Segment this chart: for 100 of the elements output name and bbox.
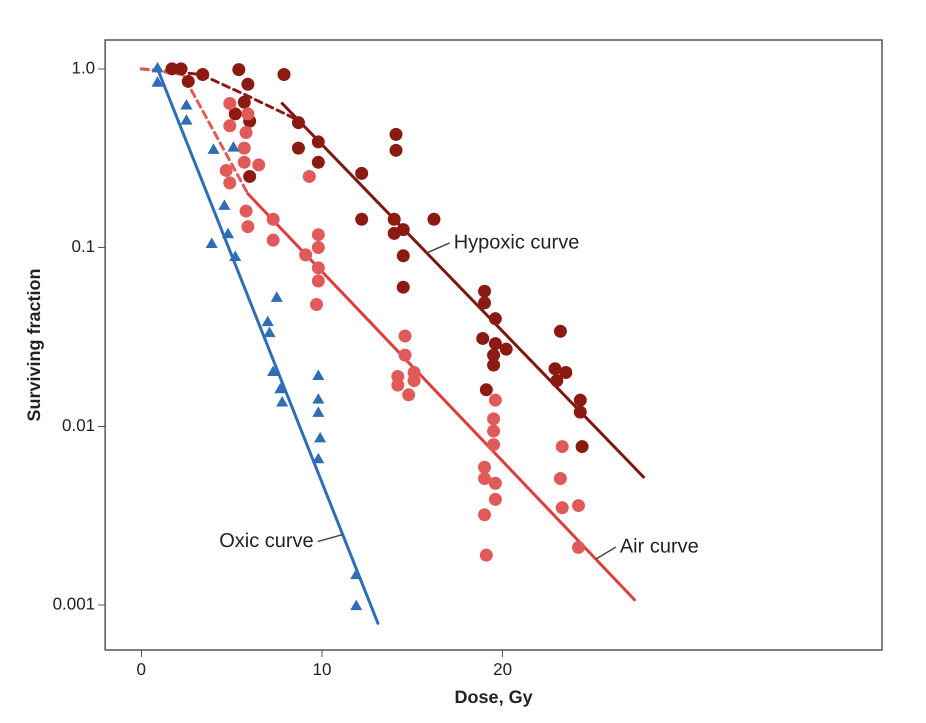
point — [559, 366, 572, 379]
point — [556, 440, 569, 454]
point — [241, 78, 254, 91]
point — [388, 212, 401, 226]
point — [314, 432, 326, 442]
point — [312, 228, 325, 242]
point — [350, 600, 362, 610]
point — [312, 406, 324, 417]
point — [152, 76, 164, 87]
point — [487, 358, 500, 372]
point — [302, 170, 316, 183]
point — [312, 261, 325, 274]
point — [402, 388, 416, 402]
y-tick-label: 0.01 — [62, 416, 96, 435]
point — [478, 472, 492, 486]
point — [238, 156, 251, 169]
x-tick-label: 0 — [136, 660, 146, 679]
point — [312, 135, 325, 148]
point — [355, 212, 368, 226]
series-label: Oxic curve — [219, 530, 314, 552]
point — [182, 74, 195, 88]
point — [312, 241, 325, 254]
point — [312, 453, 324, 464]
point — [488, 476, 502, 490]
y-tick-label: 0.1 — [72, 237, 96, 256]
y-axis-title: Surviving fraction — [24, 268, 44, 422]
point — [223, 119, 236, 132]
point — [478, 508, 492, 522]
point — [396, 249, 410, 262]
point — [312, 156, 325, 169]
point — [572, 540, 585, 554]
point — [228, 142, 240, 152]
point — [271, 292, 282, 302]
point — [208, 144, 220, 154]
point — [266, 212, 280, 226]
point — [232, 63, 246, 76]
point — [355, 166, 368, 180]
point — [222, 228, 234, 238]
point — [252, 158, 266, 172]
y-tick-label: 1.0 — [72, 58, 96, 78]
point — [196, 68, 210, 81]
point — [572, 499, 585, 512]
point — [480, 548, 493, 562]
point — [390, 144, 403, 157]
point — [487, 438, 500, 452]
point — [238, 96, 251, 109]
point — [240, 204, 253, 218]
point — [576, 440, 589, 454]
point — [243, 170, 256, 183]
point — [488, 492, 502, 506]
point — [396, 280, 410, 294]
point — [390, 128, 403, 141]
point — [152, 62, 164, 72]
point — [488, 337, 502, 350]
point — [350, 569, 362, 580]
point — [488, 394, 502, 407]
point — [478, 460, 492, 474]
point — [396, 223, 410, 236]
point — [180, 114, 192, 125]
point — [240, 126, 253, 140]
series-label: Air curve — [620, 536, 699, 558]
point — [310, 298, 324, 312]
point — [223, 176, 236, 190]
point — [241, 220, 254, 234]
point — [292, 116, 305, 130]
point — [174, 62, 188, 76]
y-tick-label: 0.001 — [52, 594, 96, 614]
point — [230, 250, 241, 261]
point — [206, 238, 218, 248]
point — [276, 396, 288, 406]
point — [241, 107, 254, 120]
point — [228, 107, 242, 120]
point — [220, 164, 233, 177]
point — [312, 370, 324, 380]
point — [500, 342, 513, 356]
point — [487, 424, 500, 438]
point — [218, 200, 230, 210]
point — [292, 142, 305, 155]
point — [478, 296, 492, 310]
point — [480, 383, 493, 396]
point — [427, 212, 440, 226]
point — [488, 312, 502, 326]
point — [264, 327, 276, 338]
point — [266, 234, 280, 247]
point — [312, 274, 325, 288]
x-axis-title: Dose, Gy — [454, 687, 533, 708]
point — [478, 284, 492, 298]
point — [574, 394, 587, 407]
point — [312, 394, 324, 404]
point — [267, 366, 279, 376]
point — [180, 99, 192, 110]
point — [574, 406, 587, 419]
point — [262, 316, 274, 326]
point — [299, 248, 312, 262]
point — [554, 472, 567, 486]
point — [476, 332, 490, 345]
point — [223, 96, 236, 110]
point — [391, 378, 404, 392]
point — [398, 348, 412, 362]
point — [398, 330, 412, 342]
